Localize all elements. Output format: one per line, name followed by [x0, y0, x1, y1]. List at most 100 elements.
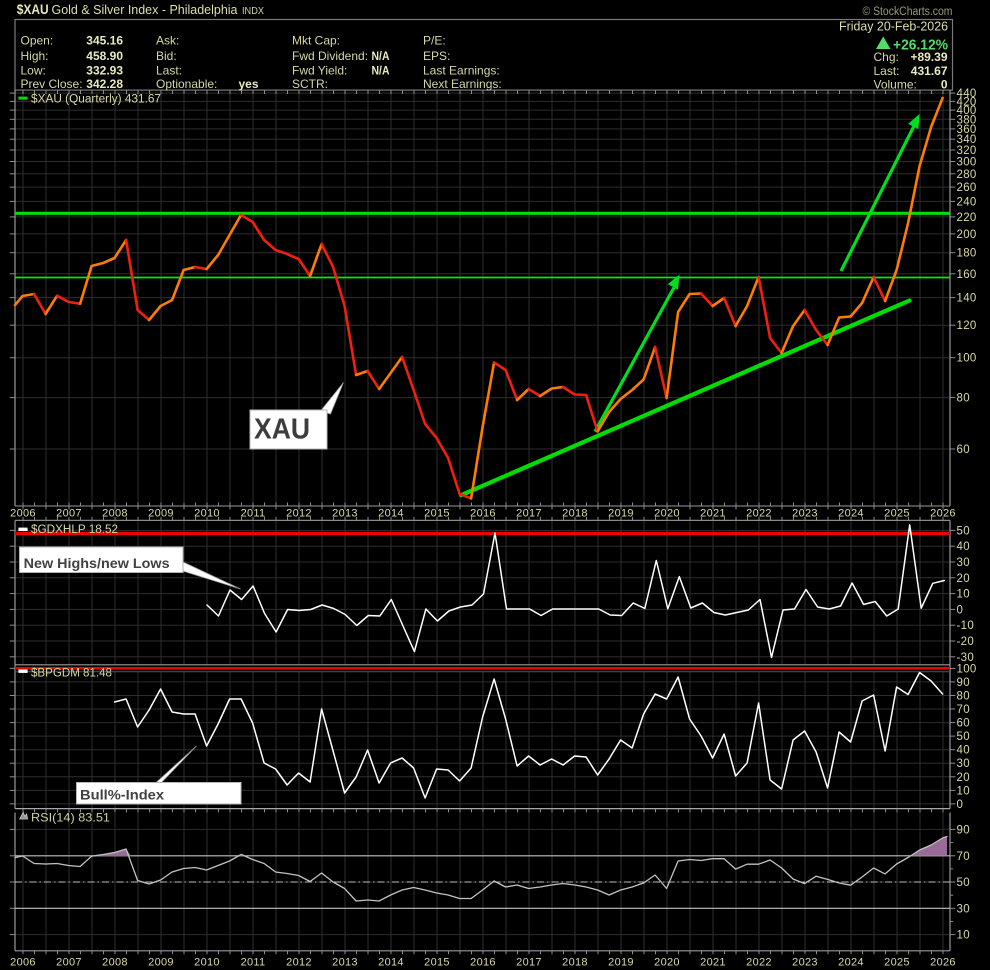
svg-text:$GDXHLP 18.52: $GDXHLP 18.52	[31, 524, 118, 536]
svg-text:N/A: N/A	[372, 64, 390, 78]
svg-text:2026: 2026	[930, 507, 956, 519]
svg-text:340: 340	[957, 134, 977, 146]
svg-text:2010: 2010	[194, 507, 220, 519]
svg-text:2009: 2009	[148, 507, 174, 519]
svg-text:345.16: 345.16	[86, 33, 123, 47]
svg-text:Open:: Open:	[21, 33, 54, 47]
svg-text:80: 80	[957, 691, 970, 703]
svg-text:Gold & Silver Index - Philadel: Gold & Silver Index - Philadelphia	[52, 2, 239, 17]
svg-text:2012: 2012	[286, 507, 312, 519]
svg-text:2022: 2022	[746, 507, 772, 519]
svg-text:2024: 2024	[838, 957, 864, 969]
svg-text:0: 0	[957, 799, 964, 811]
svg-text:2015: 2015	[424, 507, 450, 519]
svg-text:2013: 2013	[332, 957, 358, 969]
svg-text:260: 260	[957, 182, 977, 194]
svg-text:10: 10	[957, 785, 970, 797]
svg-text:0: 0	[941, 78, 948, 92]
svg-text:140: 140	[957, 293, 977, 305]
svg-text:400: 400	[957, 105, 977, 117]
svg-text:Volume:: Volume:	[874, 78, 917, 92]
svg-text:2010: 2010	[194, 957, 220, 969]
svg-text:-10: -10	[957, 620, 975, 632]
svg-text:yes: yes	[238, 77, 258, 91]
svg-text:XAU: XAU	[254, 414, 310, 446]
svg-text:10: 10	[957, 589, 970, 601]
svg-text:2014: 2014	[378, 507, 404, 519]
svg-text:2025: 2025	[884, 957, 910, 969]
svg-text:240: 240	[957, 196, 977, 208]
svg-text:200: 200	[957, 229, 977, 241]
svg-text:2015: 2015	[424, 957, 450, 969]
svg-text:320: 320	[957, 145, 977, 157]
svg-text:2011: 2011	[241, 507, 266, 519]
svg-text:20: 20	[957, 772, 970, 784]
svg-text:2018: 2018	[562, 507, 588, 519]
svg-text:2008: 2008	[102, 507, 128, 519]
svg-text:2016: 2016	[470, 957, 496, 969]
svg-text:Bull%-Index: Bull%-Index	[80, 787, 164, 803]
svg-text:N/A: N/A	[372, 49, 390, 63]
svg-text:© StockCharts.com: © StockCharts.com	[863, 6, 953, 18]
svg-text:Friday 20-Feb-2026: Friday 20-Feb-2026	[839, 20, 948, 34]
svg-text:332.93: 332.93	[86, 64, 123, 78]
svg-text:RSI(14) 83.51: RSI(14) 83.51	[31, 811, 110, 825]
svg-text:$XAU: $XAU	[17, 2, 49, 17]
svg-text:Fwd Yield:: Fwd Yield:	[292, 64, 347, 78]
svg-text:100: 100	[957, 663, 977, 675]
svg-text:30: 30	[957, 557, 970, 569]
svg-text:2016: 2016	[470, 507, 496, 519]
svg-text:$XAU (Quarterly) 431.67: $XAU (Quarterly) 431.67	[31, 93, 161, 105]
svg-text:EPS:: EPS:	[423, 49, 450, 63]
svg-text:60: 60	[957, 718, 970, 730]
svg-text:Ask:: Ask:	[156, 33, 179, 47]
svg-text:2020: 2020	[654, 507, 680, 519]
svg-text:60: 60	[957, 444, 970, 456]
svg-text:2022: 2022	[746, 957, 772, 969]
svg-text:2019: 2019	[608, 957, 634, 969]
svg-text:P/E:: P/E:	[423, 33, 446, 47]
svg-text:2012: 2012	[286, 957, 312, 969]
svg-text:220: 220	[957, 212, 977, 224]
svg-text:70: 70	[957, 704, 970, 716]
svg-text:High:: High:	[21, 49, 49, 63]
svg-text:Last:: Last:	[874, 64, 900, 78]
svg-text:2007: 2007	[56, 507, 82, 519]
svg-text:2011: 2011	[241, 957, 266, 969]
svg-text:50: 50	[957, 525, 970, 537]
svg-text:160: 160	[957, 269, 977, 281]
svg-text:-30: -30	[957, 652, 975, 664]
svg-text:440: 440	[957, 88, 977, 100]
svg-text:Optionable:: Optionable:	[156, 77, 217, 91]
svg-text:420: 420	[957, 96, 977, 108]
svg-text:90: 90	[957, 824, 970, 836]
svg-text:2017: 2017	[516, 957, 542, 969]
svg-text:Fwd Dividend:: Fwd Dividend:	[292, 49, 368, 63]
svg-text:Low:: Low:	[21, 64, 46, 78]
svg-text:90: 90	[957, 677, 970, 689]
svg-text:360: 360	[957, 124, 977, 136]
svg-text:Last Earnings:: Last Earnings:	[423, 64, 500, 78]
svg-text:120: 120	[957, 320, 977, 332]
svg-text:New Highs/new Lows: New Highs/new Lows	[24, 555, 170, 571]
svg-text:10: 10	[957, 930, 970, 942]
svg-text:2008: 2008	[102, 957, 128, 969]
svg-text:2006: 2006	[10, 507, 36, 519]
svg-text:100: 100	[957, 353, 977, 365]
svg-text:2019: 2019	[608, 507, 634, 519]
svg-text:+89.39: +89.39	[910, 50, 947, 64]
svg-text:$BPGDM 81.48: $BPGDM 81.48	[31, 668, 112, 680]
svg-text:180: 180	[957, 248, 977, 260]
svg-text:2018: 2018	[562, 957, 588, 969]
svg-text:Last:: Last:	[156, 64, 182, 78]
svg-text:2020: 2020	[654, 957, 680, 969]
svg-text:+26.12%: +26.12%	[893, 38, 948, 54]
svg-text:2006: 2006	[10, 957, 36, 969]
svg-text:Chg:: Chg:	[874, 50, 899, 64]
svg-text:SCTR:: SCTR:	[292, 77, 328, 91]
svg-text:2025: 2025	[884, 507, 910, 519]
svg-text:40: 40	[957, 745, 970, 757]
svg-text:30: 30	[957, 903, 970, 915]
svg-text:80: 80	[957, 393, 970, 405]
svg-text:2017: 2017	[516, 507, 542, 519]
